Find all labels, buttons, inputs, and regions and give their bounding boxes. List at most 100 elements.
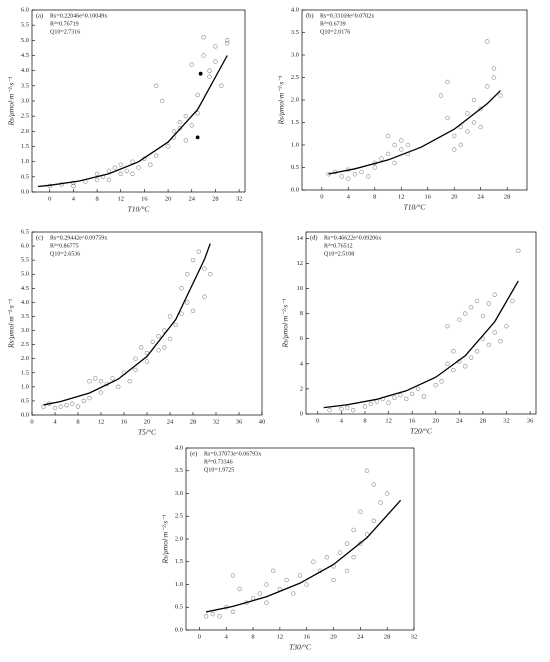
data-point xyxy=(106,168,112,173)
y-tick-label: 3.0 xyxy=(21,327,29,334)
x-axis-label: T10/°C xyxy=(128,205,151,214)
x-tick-label: 4 xyxy=(72,195,76,202)
y-tick-label: 1.5 xyxy=(21,369,29,376)
data-point xyxy=(225,38,230,43)
data-point xyxy=(202,294,207,299)
x-tick-label: 28 xyxy=(190,418,197,425)
x-tick-label: 24 xyxy=(189,195,196,202)
data-point xyxy=(474,349,480,354)
y-tick-label: 6.0 xyxy=(21,243,29,250)
x-tick-label: 4 xyxy=(340,417,344,424)
x-tick-label: 8 xyxy=(76,418,79,425)
data-point xyxy=(201,53,206,58)
data-point xyxy=(350,408,356,413)
x-tick-label: 0 xyxy=(316,417,319,424)
equation: Rs=0.37073e^0.06793x xyxy=(204,451,261,457)
x-tick-label: 0 xyxy=(48,195,51,202)
x-tick-label: 16 xyxy=(424,193,431,200)
data-point xyxy=(167,336,173,342)
data-point xyxy=(358,509,363,514)
data-point xyxy=(189,62,194,67)
data-point xyxy=(468,355,474,360)
x-tick-label: 32 xyxy=(503,417,510,424)
y-tick-label: 3.5 xyxy=(21,82,29,89)
data-point xyxy=(451,349,456,354)
y-tick-label: 0.0 xyxy=(175,626,183,633)
data-point xyxy=(70,401,75,406)
data-point xyxy=(491,66,497,71)
fit-curve xyxy=(323,280,519,409)
data-point xyxy=(465,129,470,134)
y-tick-label: 3.5 xyxy=(291,29,299,36)
y-tick-label: 2.0 xyxy=(21,355,29,362)
data-point xyxy=(351,527,356,533)
y-tick-label: 1.5 xyxy=(21,143,29,150)
data-point xyxy=(94,177,100,183)
data-point xyxy=(177,126,183,131)
y-axis-label: Rs/μmol·m⁻²·s⁻¹ xyxy=(7,298,16,349)
y-tick-label: 0.5 xyxy=(175,604,183,611)
data-point xyxy=(358,541,363,546)
x-tick-label: 32 xyxy=(213,418,220,425)
data-point xyxy=(144,359,150,364)
data-point xyxy=(474,298,480,304)
panel-label: (b) xyxy=(306,12,314,19)
data-point xyxy=(463,311,468,316)
y-tick-label: 1.0 xyxy=(21,383,29,390)
data-point xyxy=(264,600,269,605)
data-point xyxy=(364,532,370,537)
data-point xyxy=(136,165,141,170)
y-tick-label: 5.5 xyxy=(21,22,29,29)
data-point xyxy=(150,339,155,344)
data-point xyxy=(327,408,332,413)
x-tick-label: 16 xyxy=(409,417,416,424)
x-tick-label: 12 xyxy=(118,195,125,202)
data-point xyxy=(405,142,411,148)
data-point xyxy=(486,301,492,306)
data-point xyxy=(81,398,86,404)
y-tick-label: 0.5 xyxy=(21,173,29,180)
x-tick-label: 32 xyxy=(236,195,243,202)
data-point xyxy=(415,386,421,392)
data-point xyxy=(344,568,350,574)
data-point xyxy=(130,171,135,177)
panel-label: (a) xyxy=(36,12,43,19)
data-point xyxy=(304,582,309,587)
data-point xyxy=(492,292,497,297)
y-tick-label: 5.5 xyxy=(21,257,29,264)
y-axis-label: Rs/μmol·m⁻²·s⁻¹ xyxy=(281,298,290,349)
x-tick-label: 20 xyxy=(144,418,151,425)
data-point xyxy=(338,550,343,555)
y-tick-label: 2.5 xyxy=(21,341,29,348)
y-tick-label: 8 xyxy=(300,310,303,317)
y-tick-label: 2.5 xyxy=(291,74,299,81)
data-point xyxy=(362,404,368,409)
y-axis-label: Rs/μmol·m⁻²·s⁻¹ xyxy=(277,75,286,126)
y-tick-label: 0 xyxy=(300,410,303,417)
data-point xyxy=(94,171,100,177)
data-point xyxy=(201,35,206,40)
data-point xyxy=(190,308,196,314)
x-tick-label: 20 xyxy=(451,193,458,200)
data-point xyxy=(177,120,183,125)
q10: Q10=1.9725 xyxy=(204,467,234,473)
y-axis-label: Rs/μmol·m⁻²·s⁻¹ xyxy=(161,514,170,565)
data-point xyxy=(368,401,374,407)
data-point xyxy=(116,384,121,390)
data-point xyxy=(480,313,486,319)
data-point xyxy=(159,98,165,104)
data-point xyxy=(451,367,456,373)
data-point xyxy=(379,156,384,161)
x-tick-label: 8 xyxy=(95,195,98,202)
data-point xyxy=(208,272,213,277)
data-point xyxy=(87,379,92,384)
data-point xyxy=(498,339,503,344)
r-squared: R²=0.76512 xyxy=(324,243,353,249)
data-point xyxy=(409,391,415,397)
data-point xyxy=(195,92,200,98)
data-point xyxy=(93,376,98,381)
y-tick-label: 2.0 xyxy=(21,128,29,135)
data-point xyxy=(471,97,477,103)
